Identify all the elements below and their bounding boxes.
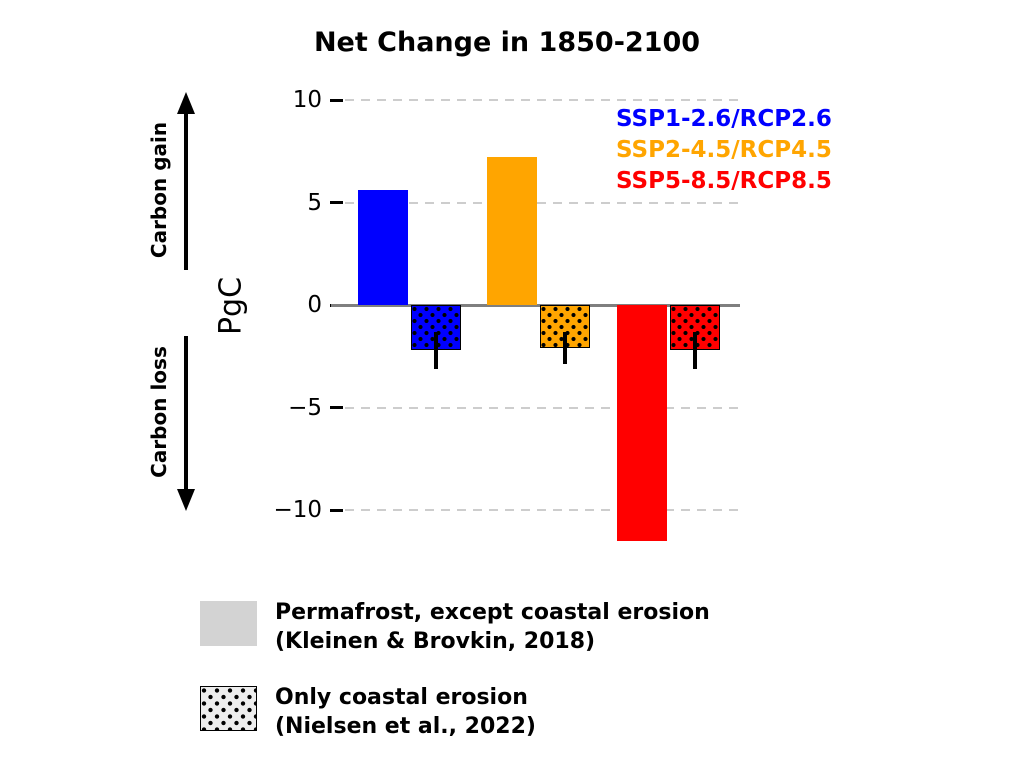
legend-swatch-dotted [200,686,257,731]
y-tick-mark [330,201,343,204]
chart-title: Net Change in 1850-2100 [313,27,701,58]
legend-text-coastal: Only coastal erosion (Nielsen et al., 20… [275,683,536,741]
legend-ssp2-label: SSP2-4.5/RCP4.5 [616,137,832,163]
y-tick-label: 5 [307,189,322,216]
legend-item-coastal: Only coastal erosion (Nielsen et al., 20… [200,683,536,741]
y-tick-mark [330,406,343,409]
error-bar-3 [693,331,697,369]
y-tick-label: 0 [307,292,322,318]
gridline [345,99,740,101]
gridline [345,201,740,204]
legend-permafrost-line2: (Kleinen & Brovkin, 2018) [275,629,596,654]
y-tick-mark [330,508,343,512]
legend-text-permafrost: Permafrost, except coastal erosion (Klei… [275,598,710,656]
y-tick-label: −10 [273,497,322,523]
bar-solid-3 [617,305,667,541]
bar-solid-1 [358,190,408,305]
legend-coastal-line1: Only coastal erosion [275,685,528,710]
legend-item-permafrost: Permafrost, except coastal erosion (Klei… [200,598,710,656]
legend-ssp5-label: SSP5-8.5/RCP8.5 [616,168,832,194]
y-tick-label: 10 [292,87,322,113]
legend-ssp1-label: SSP1-2.6/RCP2.6 [616,106,832,132]
gridline [345,509,740,511]
zero-line [331,303,740,307]
y-tick-label: −5 [288,394,322,421]
y-tick-mark [330,98,343,102]
error-bar-1 [434,331,438,369]
scenario-legend: SSP1-2.6/RCP2.6 SSP2-4.5/RCP4.5 SSP5-8.5… [616,104,832,197]
gridline [345,406,740,409]
legend-swatch-solid [200,601,257,646]
bar-solid-2 [487,157,537,305]
error-bar-2 [563,331,567,365]
legend-permafrost-line1: Permafrost, except coastal erosion [275,600,710,625]
legend-coastal-line2: (Nielsen et al., 2022) [275,714,536,739]
